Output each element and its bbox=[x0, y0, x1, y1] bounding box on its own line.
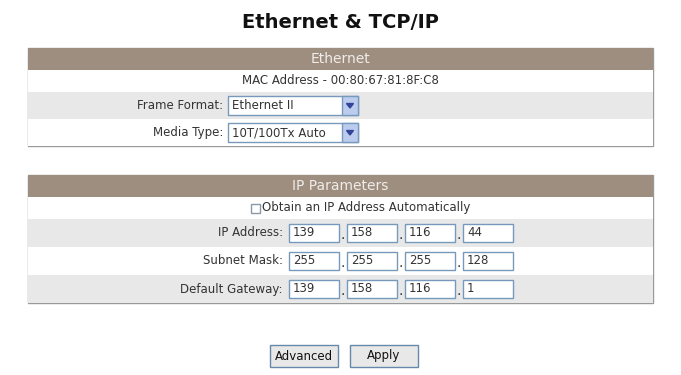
Text: 128: 128 bbox=[467, 255, 490, 267]
Text: Obtain an IP Address Automatically: Obtain an IP Address Automatically bbox=[262, 201, 471, 214]
Bar bbox=[347, 252, 397, 270]
Text: Subnet Mask:: Subnet Mask: bbox=[203, 255, 283, 267]
Bar bbox=[28, 175, 653, 197]
Bar bbox=[28, 247, 653, 275]
Bar bbox=[289, 280, 339, 298]
Text: 139: 139 bbox=[293, 226, 315, 240]
Bar bbox=[228, 123, 358, 142]
Text: .: . bbox=[456, 228, 460, 242]
Text: Default Gateway:: Default Gateway: bbox=[180, 282, 283, 296]
Text: 44: 44 bbox=[467, 226, 482, 240]
Bar bbox=[463, 280, 513, 298]
Text: 158: 158 bbox=[351, 282, 373, 296]
Bar bbox=[270, 345, 338, 367]
Bar bbox=[463, 224, 513, 242]
Text: 10T/100Tx Auto: 10T/100Tx Auto bbox=[232, 126, 326, 139]
Text: IP Address:: IP Address: bbox=[218, 226, 283, 240]
Text: 116: 116 bbox=[409, 282, 432, 296]
Bar bbox=[350, 345, 418, 367]
Polygon shape bbox=[347, 104, 353, 108]
Text: IP Parameters: IP Parameters bbox=[292, 179, 389, 193]
Text: .: . bbox=[340, 284, 345, 298]
Text: Ethernet & TCP/IP: Ethernet & TCP/IP bbox=[242, 12, 439, 32]
Text: 255: 255 bbox=[409, 255, 431, 267]
Text: 139: 139 bbox=[293, 282, 315, 296]
Bar bbox=[28, 275, 653, 303]
Bar bbox=[28, 175, 653, 303]
Bar bbox=[28, 70, 653, 92]
Bar bbox=[251, 204, 259, 213]
Text: .: . bbox=[340, 256, 345, 270]
Bar bbox=[28, 48, 653, 70]
Text: .: . bbox=[456, 284, 460, 298]
Bar bbox=[463, 252, 513, 270]
Bar bbox=[342, 96, 358, 115]
Text: .: . bbox=[398, 284, 402, 298]
Bar bbox=[28, 119, 653, 146]
Bar bbox=[405, 252, 455, 270]
Text: Ethernet: Ethernet bbox=[311, 52, 370, 66]
Text: Apply: Apply bbox=[367, 350, 400, 363]
Bar bbox=[289, 224, 339, 242]
Text: 116: 116 bbox=[409, 226, 432, 240]
Text: MAC Address - 00:80:67:81:8F:C8: MAC Address - 00:80:67:81:8F:C8 bbox=[242, 75, 439, 87]
Bar bbox=[289, 252, 339, 270]
Polygon shape bbox=[347, 130, 353, 135]
Text: .: . bbox=[398, 228, 402, 242]
Bar bbox=[28, 92, 653, 119]
Text: 255: 255 bbox=[351, 255, 373, 267]
Text: Frame Format:: Frame Format: bbox=[137, 99, 223, 112]
Text: .: . bbox=[456, 256, 460, 270]
Text: Ethernet II: Ethernet II bbox=[232, 99, 294, 112]
Bar bbox=[342, 123, 358, 142]
Bar bbox=[405, 224, 455, 242]
Text: Media Type:: Media Type: bbox=[153, 126, 223, 139]
Bar bbox=[28, 48, 653, 146]
Text: Advanced: Advanced bbox=[275, 350, 333, 363]
Bar bbox=[347, 224, 397, 242]
Bar bbox=[228, 96, 358, 115]
Text: 1: 1 bbox=[467, 282, 475, 296]
Text: 158: 158 bbox=[351, 226, 373, 240]
Text: .: . bbox=[340, 228, 345, 242]
Text: 255: 255 bbox=[293, 255, 315, 267]
Bar bbox=[405, 280, 455, 298]
Bar bbox=[28, 219, 653, 247]
Bar bbox=[28, 197, 653, 219]
Text: .: . bbox=[398, 256, 402, 270]
Bar bbox=[347, 280, 397, 298]
